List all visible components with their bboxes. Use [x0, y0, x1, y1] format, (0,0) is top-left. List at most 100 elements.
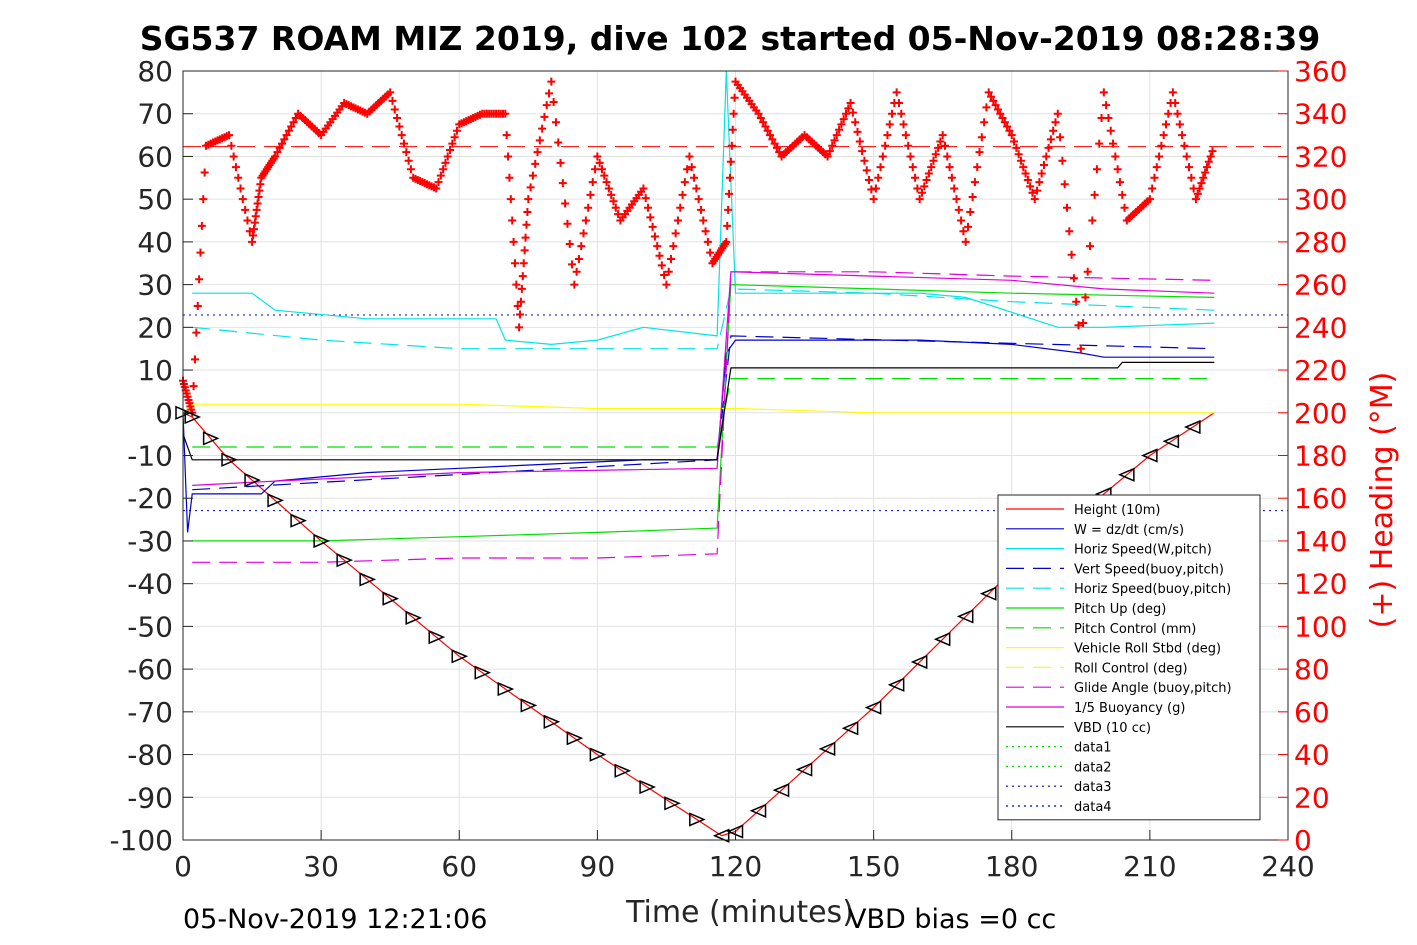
- heading-marker: [1063, 203, 1071, 212]
- legend-label: data4: [1074, 800, 1112, 815]
- heading-marker: [913, 184, 922, 193]
- heading-marker: [1079, 319, 1088, 328]
- heading-marker: [1023, 175, 1032, 184]
- heading-marker: [588, 178, 597, 187]
- y-right-tick-label: 160: [1294, 482, 1347, 515]
- heading-marker: [1168, 88, 1177, 97]
- heading-marker: [862, 166, 871, 175]
- heading-marker: [508, 216, 517, 225]
- heading-marker: [450, 133, 459, 142]
- heading-marker: [851, 118, 860, 127]
- heading-marker: [238, 195, 247, 204]
- y-right-tick-label: 120: [1294, 568, 1347, 601]
- y-tick-label: 20: [137, 311, 173, 344]
- heading-marker: [1005, 126, 1014, 135]
- heading-marker: [692, 184, 701, 193]
- heading-marker: [439, 165, 448, 174]
- depth-triangle-marker: [933, 632, 951, 647]
- heading-marker: [570, 280, 579, 289]
- heading-marker: [696, 205, 705, 214]
- heading-marker: [959, 227, 968, 236]
- heading-marker: [1021, 169, 1030, 178]
- depth-triangle-marker: [474, 665, 492, 680]
- heading-marker: [395, 122, 404, 131]
- heading-marker: [1106, 126, 1115, 135]
- heading-marker: [502, 131, 511, 140]
- heading-marker: [1076, 344, 1085, 353]
- heading-marker: [1171, 99, 1180, 108]
- heading-marker: [446, 146, 455, 155]
- heading-marker: [510, 259, 519, 268]
- depth-triangle-marker: [1117, 467, 1135, 482]
- depth-triangle-marker: [772, 783, 790, 798]
- heading-marker: [1159, 131, 1168, 140]
- heading-marker: [547, 77, 556, 86]
- legend-label: data1: [1074, 741, 1112, 756]
- y-tick-label: 70: [137, 98, 173, 131]
- heading-marker: [1039, 160, 1048, 169]
- heading-marker: [911, 173, 920, 182]
- x-axis-label: Time (minutes): [625, 895, 854, 930]
- heading-marker: [1187, 173, 1196, 182]
- heading-marker: [515, 323, 524, 332]
- heading-marker: [538, 124, 547, 133]
- y-tick-label: -10: [127, 440, 173, 473]
- heading-marker: [1074, 321, 1083, 330]
- heading-marker: [512, 280, 521, 289]
- x-tick-label: 90: [580, 850, 616, 883]
- y-tick-label: 10: [137, 354, 173, 387]
- depth-triangle-marker: [336, 553, 354, 568]
- depth-triangle-marker: [864, 700, 882, 715]
- depth-triangle-marker: [184, 409, 202, 425]
- heading-marker: [1014, 150, 1023, 159]
- heading-marker: [892, 88, 901, 97]
- heading-marker: [993, 105, 1002, 114]
- heading-marker: [1019, 163, 1028, 172]
- y-right-tick-label: 0: [1294, 824, 1312, 857]
- heading-marker: [952, 195, 961, 204]
- heading-marker: [726, 157, 735, 166]
- heading-marker: [673, 216, 682, 225]
- heading-marker: [945, 163, 954, 172]
- heading-marker: [229, 152, 238, 161]
- heading-marker: [522, 220, 531, 229]
- y-tick-label: -40: [127, 568, 173, 601]
- heading-marker: [1028, 188, 1037, 197]
- series-1-5-buoyancy-g: [192, 271, 1215, 486]
- legend-label: 1/5 Buoyancy (g): [1074, 701, 1185, 716]
- heading-marker: [192, 328, 201, 337]
- heading-marker: [1072, 297, 1081, 306]
- depth-triangle-marker: [664, 796, 681, 811]
- x-tick-label: 210: [1123, 850, 1176, 883]
- heading-marker: [190, 355, 199, 364]
- heading-marker: [549, 97, 558, 106]
- y-tick-label: -100: [109, 824, 173, 857]
- heading-marker: [1046, 135, 1055, 144]
- heading-marker: [1195, 184, 1204, 193]
- heading-marker: [1044, 143, 1053, 152]
- heading-marker: [436, 171, 445, 180]
- series-vehicle-roll-stbd-deg: [182, 403, 1215, 414]
- heading-marker: [1178, 131, 1187, 140]
- heading-marker: [1182, 152, 1191, 161]
- heading-marker: [593, 152, 602, 161]
- heading-marker: [876, 163, 885, 172]
- heading-marker: [823, 152, 832, 161]
- legend-label: Horiz Speed(W,pitch): [1074, 543, 1212, 558]
- heading-marker: [906, 152, 915, 161]
- heading-marker: [531, 159, 540, 168]
- y-right-tick-label: 180: [1294, 440, 1347, 473]
- heading-marker: [273, 148, 282, 157]
- heading-marker: [690, 173, 699, 182]
- depth-triangle-marker: [689, 812, 706, 827]
- y-tick-label: 30: [137, 269, 173, 302]
- x-tick-label: 60: [441, 850, 477, 883]
- heading-marker: [388, 96, 397, 105]
- heading-marker: [883, 131, 892, 140]
- heading-marker: [609, 197, 618, 206]
- heading-marker: [561, 199, 570, 208]
- heading-marker: [197, 221, 206, 230]
- heading-marker: [650, 232, 659, 241]
- heading-marker: [1199, 173, 1208, 182]
- heading-marker: [1164, 109, 1173, 118]
